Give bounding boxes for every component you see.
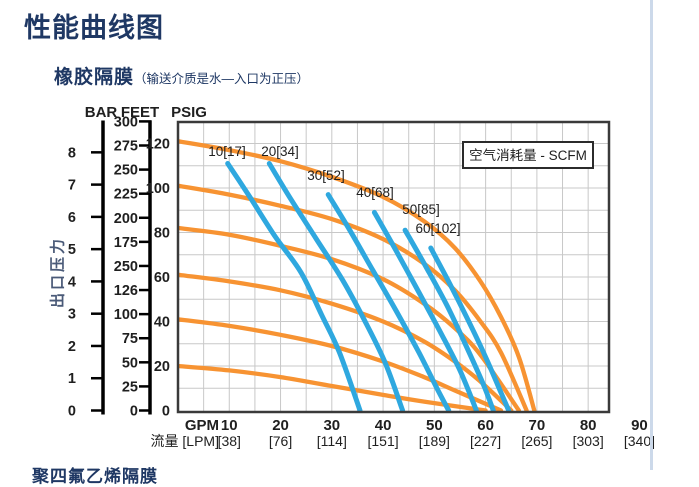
x-axis-unit-gpm: GPM xyxy=(185,417,219,434)
feet-axis-header: FEET xyxy=(121,104,159,121)
bar-tick-label: 5 xyxy=(68,242,76,258)
feet-tick-label: 0 xyxy=(130,404,138,420)
feet-tick-label: 275 xyxy=(114,138,138,154)
lpm-tick-label: [265] xyxy=(521,433,552,449)
air-curve-10-scfm xyxy=(225,161,363,412)
bar-tick-label: 0 xyxy=(68,404,76,420)
bar-axis-header: BAR xyxy=(85,104,118,121)
air-consumption-curves xyxy=(225,161,512,412)
bar-tick-label: 4 xyxy=(68,274,76,290)
page-title: 性能曲线图 xyxy=(24,13,164,43)
bar-tick-label: 3 xyxy=(68,307,76,323)
x-axis-unit-lpm: 流量 [LPM] xyxy=(151,433,219,449)
psig-tick-label: 40 xyxy=(154,314,170,330)
gpm-tick-label: 20 xyxy=(272,417,289,434)
air-curve-60-scfm xyxy=(428,245,512,412)
performance-chart-svg: 空气消耗量 - SCFM 10[17] 20[34] 30[52] 40[68] 50[8… xyxy=(68,104,655,449)
psig-axis: 120 100 80 60 40 20 0 xyxy=(146,136,170,419)
page-edge-band xyxy=(650,0,653,470)
feet-tick-label: 50 xyxy=(122,355,138,371)
air-curve-labels: 10[17] 20[34] 30[52] 40[68] 50[85] 60[102] xyxy=(208,144,460,236)
performance-100psi xyxy=(178,183,529,412)
psig-tick-label: 20 xyxy=(154,359,170,375)
feet-tick-label: 175 xyxy=(114,235,138,251)
gpm-tick-label: 60 xyxy=(477,417,494,434)
lpm-tick-label: [303] xyxy=(573,433,604,449)
lpm-tick-label: [340] xyxy=(624,433,655,449)
section-subtitle: 橡胶隔膜（输送介质是水—入口为正压） xyxy=(54,62,309,89)
plot-border xyxy=(176,120,611,414)
next-section-title-clipped: 聚四氟乙烯隔膜 xyxy=(32,467,158,486)
gpm-tick-label: 50 xyxy=(426,417,443,434)
subtitle-note: （输送介质是水—入口为正压） xyxy=(134,72,310,86)
bar-tick-label: 1 xyxy=(68,371,76,387)
gpm-tick-label: 80 xyxy=(580,417,597,434)
psig-tick-label: 120 xyxy=(146,136,170,152)
axis-headers: BAR FEET PSIG xyxy=(85,104,207,121)
lpm-tick-label: [151] xyxy=(368,433,399,449)
lpm-tick-label: [76] xyxy=(269,433,292,449)
psig-axis-header: PSIG xyxy=(171,104,207,121)
feet-tick-label: 75 xyxy=(122,331,138,347)
legend-box xyxy=(462,141,594,169)
performance-40psi xyxy=(178,317,504,412)
diaphragm-type-label: 橡胶隔膜 xyxy=(54,67,135,88)
performance-curves xyxy=(178,139,537,412)
psig-tick-label: 100 xyxy=(146,181,170,197)
lpm-tick-label: [114] xyxy=(317,433,347,449)
bar-tick-label: 6 xyxy=(68,210,76,226)
legend: 空气消耗量 - SCFM xyxy=(462,141,594,169)
psig-tick-label: 60 xyxy=(154,270,170,286)
performance-20psi xyxy=(178,363,488,412)
performance-60psi xyxy=(178,272,514,412)
gpm-tick-label: 40 xyxy=(375,417,392,434)
air-curve-20-scfm xyxy=(266,161,406,412)
air-curve-40-scfm xyxy=(371,209,479,412)
lpm-tick-label: [189] xyxy=(419,433,450,449)
bar-axis: 8 7 6 5 4 3 2 1 0 xyxy=(68,120,105,420)
feet-tick-label: 250 xyxy=(114,259,138,275)
air-curve-label-30: 30[52] xyxy=(307,168,345,183)
gpm-tick-label: 70 xyxy=(529,417,546,434)
feet-tick-label: 25 xyxy=(122,379,138,395)
air-curve-label-20: 20[34] xyxy=(261,144,299,159)
bar-tick-label: 8 xyxy=(68,145,76,161)
air-curve-label-40: 40[68] xyxy=(356,185,394,200)
bar-tick-label: 2 xyxy=(68,339,76,355)
feet-tick-label: 250 xyxy=(114,163,138,179)
bar-tick-label: 7 xyxy=(68,178,76,194)
feet-tick-label: 300 xyxy=(114,114,138,130)
performance-80psi xyxy=(178,225,522,412)
legend-label: 空气消耗量 - SCFM xyxy=(469,148,587,163)
air-curve-label-10: 10[17] xyxy=(208,144,246,159)
air-curve-label-60: 60[102] xyxy=(415,221,460,236)
air-curve-30-scfm xyxy=(325,192,452,412)
psig-tick-label: 0 xyxy=(162,404,170,420)
gpm-tick-label: 30 xyxy=(323,417,340,434)
feet-tick-label: 225 xyxy=(114,187,138,203)
air-curve-50-scfm xyxy=(402,227,496,412)
lpm-tick-label: [38] xyxy=(218,433,241,449)
gpm-tick-label: 10 xyxy=(221,417,238,434)
feet-tick-label: 126 xyxy=(114,283,138,299)
psig-tick-label: 80 xyxy=(154,225,170,241)
gpm-tick-label: 90 xyxy=(631,417,648,434)
performance-120psi xyxy=(178,139,537,412)
air-curve-label-50: 50[85] xyxy=(402,202,440,217)
lpm-tick-label: [227] xyxy=(470,433,501,449)
feet-tick-label: 200 xyxy=(114,211,138,227)
feet-tick-label: 100 xyxy=(114,307,138,323)
